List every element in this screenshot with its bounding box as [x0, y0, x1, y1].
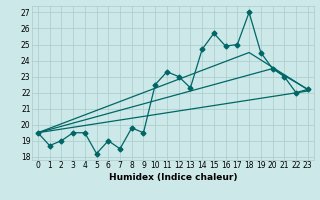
X-axis label: Humidex (Indice chaleur): Humidex (Indice chaleur)	[108, 173, 237, 182]
